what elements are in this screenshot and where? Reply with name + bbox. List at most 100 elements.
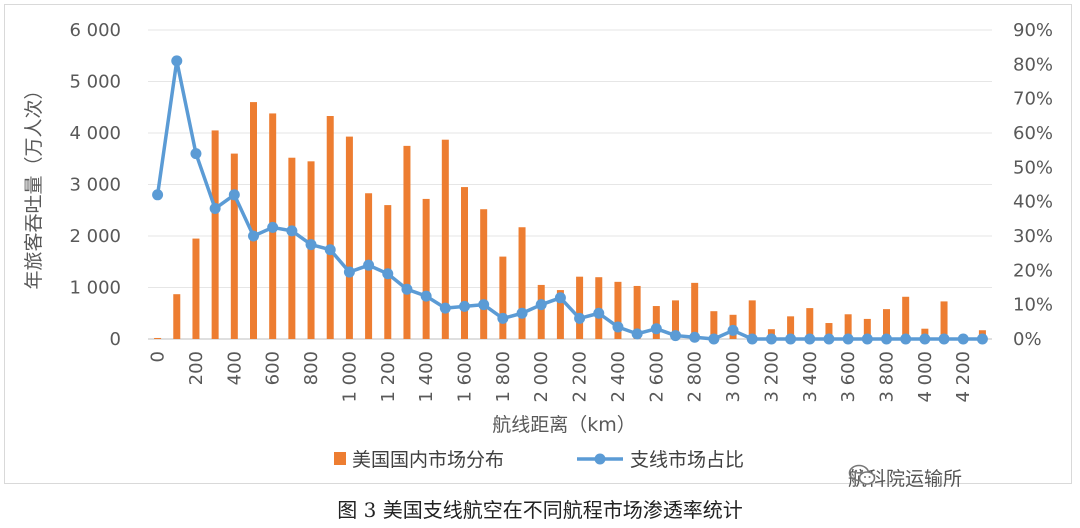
line-point (478, 299, 490, 311)
bar-series (154, 102, 986, 340)
line-point (746, 333, 758, 345)
right-axis-ticks: 0% 10% 20% 30% 40% 50% 60% 70% 80% 90% (1013, 20, 1053, 350)
figure-caption: 图 3 美国支线航空在不同航程市场渗透率统计 (337, 498, 743, 522)
bar (576, 276, 584, 339)
bar (787, 316, 795, 339)
right-tick-label: 80% (1013, 54, 1053, 75)
bar (192, 238, 200, 339)
x-axis-ticks: 0 200 400 600 800 1 000 1 200 1 400 1 600 1 800 2 … (148, 351, 975, 403)
x-tick-label: 2 800 (685, 351, 706, 403)
line-point (650, 323, 662, 335)
left-tick-label: 0 (110, 329, 121, 350)
legend-bar-swatch (334, 452, 346, 465)
line-point (382, 268, 394, 280)
right-tick-label: 50% (1013, 157, 1053, 178)
left-axis-ticks: 0 1 000 2 000 3 000 4 000 5 000 6 000 (69, 20, 121, 350)
line-point (785, 333, 797, 345)
line-point (459, 300, 470, 312)
bar (883, 309, 890, 339)
bar (537, 284, 545, 339)
x-tick-label: 800 (301, 351, 322, 385)
line-point (765, 333, 777, 345)
line-point (670, 330, 681, 342)
y-axis-title: 年旅客吞吐量（万人次） (23, 80, 45, 289)
x-tick-label: 600 (263, 351, 284, 385)
line-point (976, 333, 988, 345)
bar (211, 130, 219, 339)
x-tick-label: 2 200 (570, 351, 591, 403)
bar (825, 323, 833, 339)
bar (806, 308, 814, 339)
bar (173, 294, 181, 339)
bar (403, 145, 411, 339)
watermark: 航科院运输所 (848, 464, 962, 491)
bar (288, 157, 296, 339)
line-point (305, 239, 317, 251)
bar (326, 116, 334, 339)
wechat-icon (848, 464, 876, 485)
left-tick-label: 5 000 (69, 72, 121, 93)
x-tick-label: 3 000 (723, 351, 744, 403)
bar (230, 153, 238, 339)
x-tick-label: 3 600 (838, 351, 859, 403)
legend: 美国国内市场分布 支线市场占比 (334, 449, 744, 471)
line-point (171, 55, 183, 67)
x-tick-label: 4 000 (915, 351, 936, 403)
left-tick-label: 4 000 (69, 123, 121, 144)
x-tick-label: 4 200 (953, 351, 974, 403)
line-point (209, 203, 221, 215)
bar (307, 161, 315, 339)
line-point (363, 259, 375, 271)
x-tick-label: 3 400 (800, 351, 821, 403)
x-axis-title: 航线距离（km） (492, 414, 636, 436)
line-point (900, 333, 912, 345)
line-point (516, 307, 528, 319)
line-point (152, 189, 164, 201)
legend-line-label: 支线市场占比 (630, 449, 744, 471)
bar (480, 209, 488, 339)
bar (844, 314, 852, 339)
line-point (554, 292, 566, 304)
line-point (804, 333, 816, 345)
x-tick-label: 2 600 (646, 351, 667, 403)
x-tick-label: 3 800 (877, 351, 898, 403)
x-tick-label: 1 800 (493, 351, 514, 403)
bar (652, 306, 660, 339)
left-tick-label: 6 000 (69, 20, 121, 41)
bar (154, 337, 162, 339)
line-point (631, 328, 643, 340)
bar (499, 256, 507, 339)
watermark-text: 航科院运输所 (848, 468, 963, 490)
legend-line-marker (594, 453, 606, 465)
right-tick-label: 10% (1013, 295, 1053, 316)
line-point (267, 221, 279, 233)
line-point (228, 189, 240, 201)
bar (633, 285, 641, 339)
x-tick-label: 1 600 (455, 351, 476, 403)
x-tick-label: 400 (224, 351, 245, 385)
line-point (190, 148, 202, 160)
bar (672, 300, 679, 339)
x-tick-label: 1 000 (339, 351, 360, 403)
bar (441, 139, 449, 339)
line-point (708, 333, 720, 345)
bar (556, 290, 564, 339)
line-point (497, 312, 509, 324)
line-point (286, 225, 298, 237)
bar (902, 296, 910, 339)
bar (461, 187, 468, 339)
bar (250, 102, 257, 339)
bar (422, 198, 430, 339)
x-tick-label: 1 400 (416, 351, 437, 403)
line-point (938, 333, 950, 345)
line-point (248, 230, 259, 242)
line-point (689, 331, 701, 343)
x-tick-label: 1 200 (378, 351, 399, 403)
line-point (861, 333, 873, 345)
bar (940, 301, 948, 339)
x-tick-label: 200 (186, 351, 207, 385)
bar (748, 300, 756, 339)
right-tick-label: 30% (1013, 226, 1053, 247)
right-tick-label: 90% (1013, 20, 1053, 41)
